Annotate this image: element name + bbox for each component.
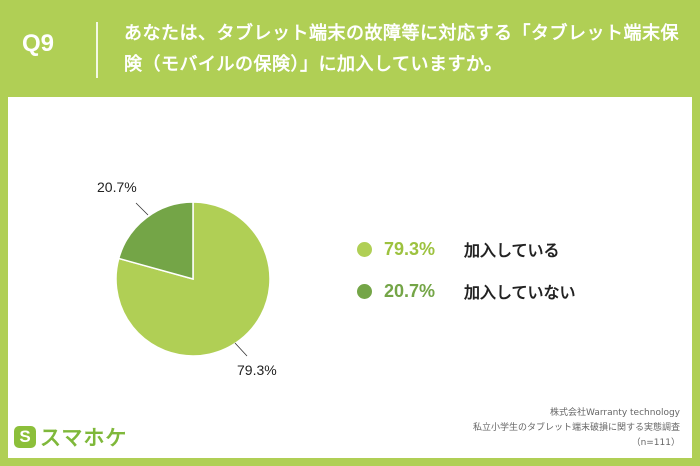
question-text: あなたは、タブレット端末の故障等に対応する「タブレット端末保険（モバイルの保険）… [124,23,679,75]
source-survey: 私立小学生のタブレット端末破損に関する実態調査 [472,423,680,433]
brand-logo: S スマホケ [14,422,127,452]
legend-label: 加入している [464,241,560,260]
leader-line [135,202,149,216]
source-sample-size: （n=111） [631,438,680,448]
pie-slice [117,201,194,280]
pie-slice [115,201,271,357]
header-divider [96,22,98,78]
legend-dot-icon [357,283,372,299]
pie-data-label: 20.7% [97,179,137,195]
legend-item-not-joined: 20.7% 加入していない [357,278,576,304]
source-note: 株式会社Warranty technology 私立小学生のタブレット端末破損に… [473,406,680,451]
legend-label: 加入していない [464,283,576,302]
question-number: Q9 [22,30,55,57]
legend-item-joined: 79.3% 加入している [357,236,576,262]
leader-line [234,342,248,357]
chart-legend: 79.3% 加入している 20.7% 加入していない [357,236,576,320]
logo-text: スマホケ [40,426,128,450]
legend-percent: 79.3% [384,238,436,259]
legend-percent: 20.7% [384,280,436,301]
question-header: Q9 あなたは、タブレット端末の故障等に対応する「タブレット端末保険（モバイルの… [0,0,700,97]
pie-data-label: 79.3% [237,362,277,378]
legend-dot-icon [357,241,372,257]
source-company: 株式会社Warranty technology [550,408,680,418]
logo-mark-icon: S [14,426,36,448]
